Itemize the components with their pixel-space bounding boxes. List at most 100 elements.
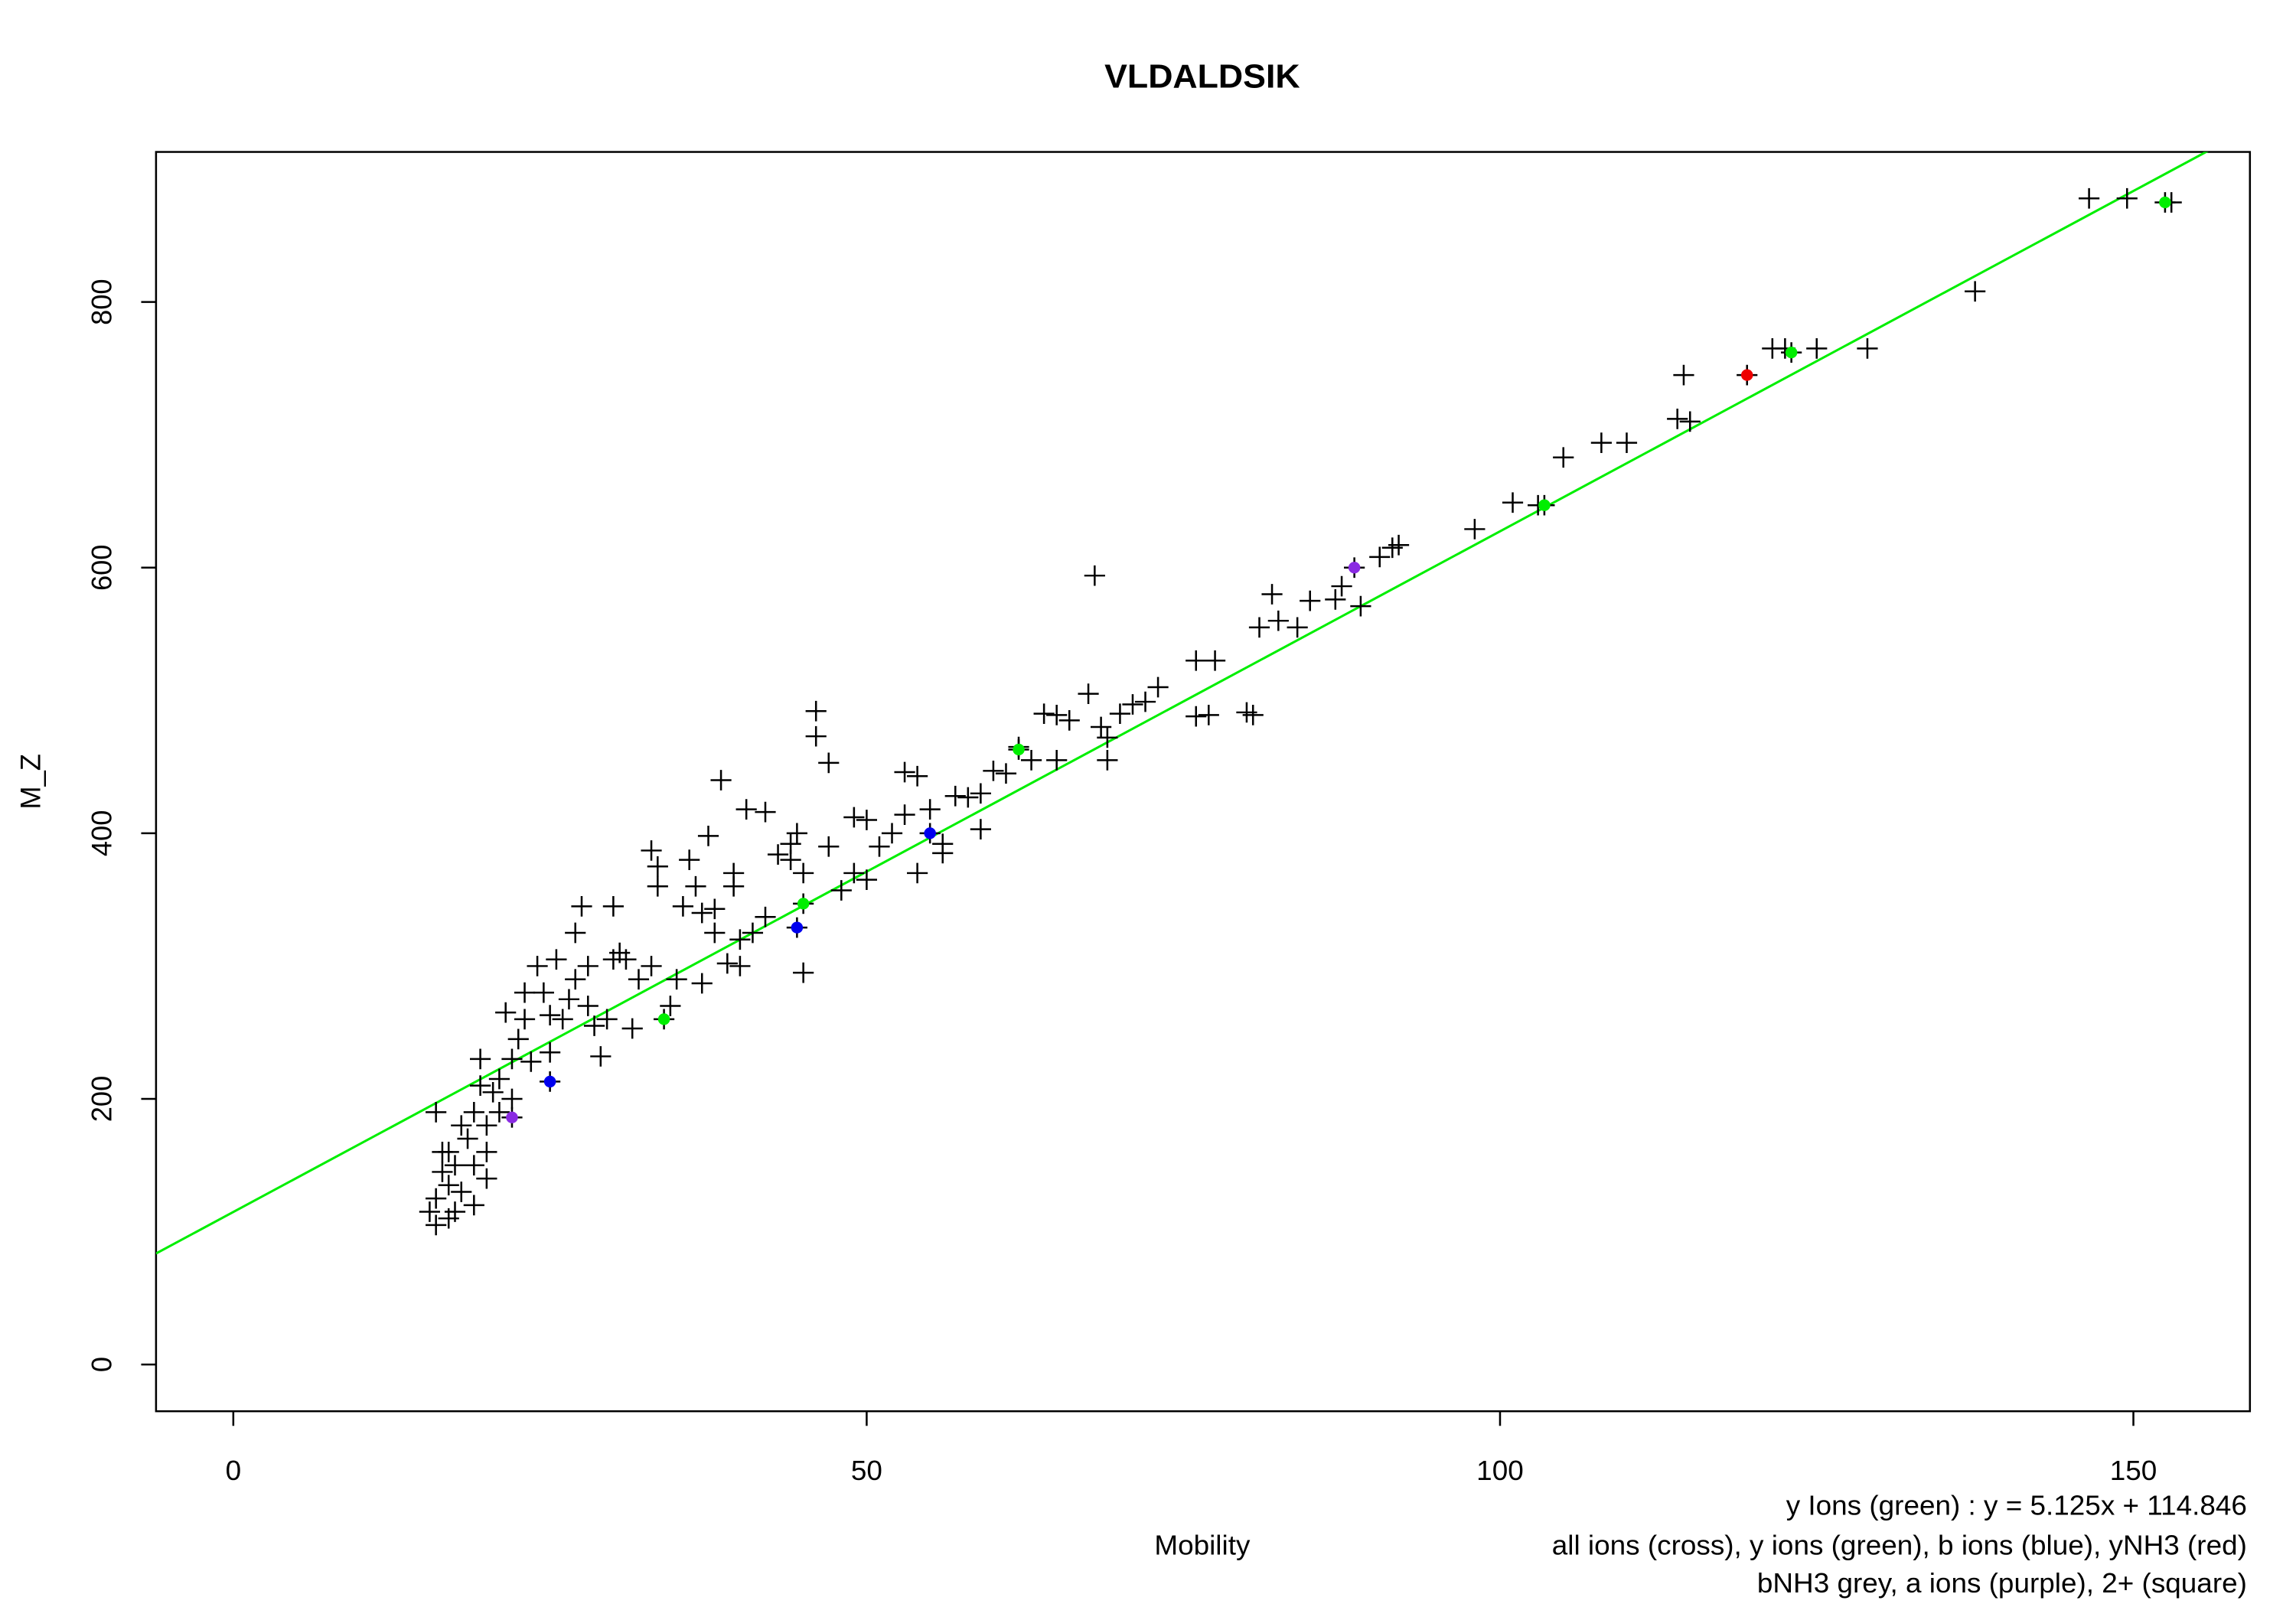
data-point [1033, 703, 1055, 725]
data-point [2116, 187, 2138, 209]
data-point [805, 725, 827, 747]
data-point [596, 1009, 618, 1030]
data-point [565, 922, 586, 944]
data-point [907, 862, 928, 884]
data-point [1097, 727, 1118, 748]
data-point-marker [657, 1013, 670, 1025]
data-point [540, 1005, 561, 1026]
data-point-marker [924, 827, 936, 839]
data-point [932, 833, 954, 855]
data-point [1204, 650, 1226, 671]
data-point [1667, 409, 1688, 429]
data-point [463, 1101, 484, 1123]
data-point [786, 823, 807, 844]
data-point [735, 799, 757, 820]
data-point [451, 1182, 472, 1202]
data-point [432, 1162, 453, 1182]
data-point [1020, 750, 1042, 771]
data-point [647, 856, 668, 877]
data-point [641, 840, 662, 861]
data-point [2079, 187, 2100, 209]
data-point [1350, 595, 1371, 617]
data-point [565, 969, 586, 990]
data-point [691, 973, 713, 994]
data-point [426, 1188, 447, 1209]
data-point [1261, 584, 1283, 605]
data-point [463, 1155, 484, 1176]
data-point [540, 1041, 561, 1063]
data-point [869, 836, 890, 857]
data-point-marker [1785, 346, 1798, 359]
data-point [970, 819, 991, 840]
data-point [520, 1051, 542, 1072]
data-point [818, 836, 840, 857]
data-point [533, 982, 554, 1003]
data-point [451, 1115, 472, 1136]
data-point [729, 956, 751, 976]
x-tick-label: 150 [2110, 1455, 2157, 1486]
data-point-marker [543, 1075, 556, 1088]
data-point [552, 1009, 573, 1030]
data-point [767, 844, 789, 865]
data-point [438, 1142, 459, 1162]
data-point [1134, 691, 1156, 712]
data-point [742, 922, 764, 944]
fit-note: y Ions (green) : y = 5.125x + 114.846 [1786, 1490, 2247, 1521]
data-point-marker [1740, 369, 1753, 381]
data-point [1242, 705, 1264, 725]
y-tick-label: 0 [86, 1357, 117, 1372]
data-point [679, 849, 700, 870]
data-point [983, 760, 1004, 781]
data-point [818, 752, 840, 774]
data-point [1186, 706, 1207, 727]
data-point [577, 956, 598, 976]
data-point [995, 763, 1017, 784]
data-point [704, 898, 726, 920]
data-point [1122, 694, 1143, 715]
legend-note: all ions (cross), y ions (green), b ions… [1552, 1530, 2247, 1561]
data-point [476, 1142, 497, 1162]
data-point [426, 1101, 447, 1123]
data-point [1502, 492, 1524, 513]
data-point [793, 862, 814, 884]
data-point [558, 989, 580, 1010]
data-point [1198, 705, 1219, 725]
data-point [501, 1048, 523, 1070]
data-point-marker [791, 921, 804, 934]
data-point [1091, 716, 1112, 738]
data-point [957, 787, 979, 808]
data-point [495, 1002, 517, 1023]
data-point [691, 902, 713, 924]
data-point [881, 823, 903, 844]
data-point [1464, 519, 1486, 539]
data-point [1046, 750, 1068, 771]
data-point [970, 783, 991, 804]
data-point [856, 810, 878, 830]
data-point [729, 929, 751, 950]
data-point [476, 1168, 497, 1189]
x-tick-label: 0 [226, 1455, 242, 1486]
data-point [470, 1075, 491, 1096]
data-point [426, 1214, 447, 1236]
data-point [1369, 546, 1391, 568]
data-point [647, 875, 668, 897]
data-point [546, 949, 567, 970]
data-point [527, 956, 548, 976]
data-point [1331, 575, 1352, 597]
data-point [944, 785, 966, 807]
data-point [907, 765, 928, 787]
y-tick-label: 800 [86, 279, 117, 325]
data-point [1097, 750, 1118, 771]
x-tick-label: 100 [1476, 1455, 1524, 1486]
data-point [583, 1015, 605, 1036]
data-point [1287, 617, 1308, 638]
data-point [621, 1018, 643, 1039]
data-point [919, 799, 941, 820]
data-point [1248, 617, 1270, 638]
fit-line [155, 152, 2209, 1255]
chart-title: VLDALDSIK [1104, 58, 1300, 96]
data-point [1084, 565, 1105, 586]
